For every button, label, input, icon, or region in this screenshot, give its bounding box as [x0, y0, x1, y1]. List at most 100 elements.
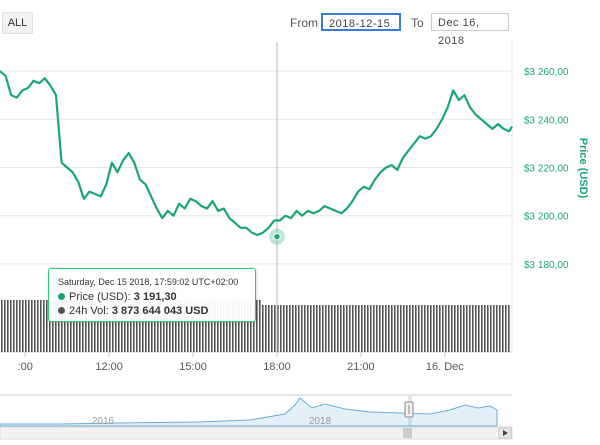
volume-bar [331, 305, 333, 352]
volume-bar [436, 305, 438, 352]
volume-bar [124, 300, 126, 352]
x-tick-label: 18:00 [263, 361, 291, 373]
volume-bar [301, 305, 303, 352]
volume-bar [169, 300, 171, 352]
volume-bar [76, 300, 78, 352]
from-date-input[interactable]: 2018-12-15 [321, 13, 401, 31]
volume-bar [466, 305, 468, 352]
volume-bar [85, 300, 87, 352]
volume-bar [181, 300, 183, 352]
volume-bar [199, 300, 201, 352]
volume-bar [190, 300, 192, 352]
volume-bar [484, 305, 486, 352]
volume-bar [487, 305, 489, 352]
volume-bar [424, 305, 426, 352]
volume-bar [388, 305, 390, 352]
volume-bar [391, 305, 393, 352]
volume-bar [385, 305, 387, 352]
volume-bar [454, 305, 456, 352]
volume-bar [448, 305, 450, 352]
volume-bar [220, 300, 222, 352]
volume-bar [37, 300, 39, 352]
volume-bar [247, 300, 249, 352]
volume-bar [223, 300, 225, 352]
volume-bar [148, 300, 150, 352]
volume-bar [316, 305, 318, 352]
x-tick-label: 15:00 [179, 361, 207, 373]
volume-bar [211, 300, 213, 352]
volume-bar [460, 305, 462, 352]
volume-bar [268, 305, 270, 352]
scrollbar-thumb[interactable] [403, 428, 412, 438]
volume-bar [100, 300, 102, 352]
volume-bar [469, 305, 471, 352]
volume-bar [256, 300, 258, 352]
volume-bar [46, 300, 48, 352]
volume-bar [121, 300, 123, 352]
volume-bar [355, 305, 357, 352]
volume-bar [226, 300, 228, 352]
volume-bar [286, 305, 288, 352]
zoom-all-button[interactable]: ALL [2, 12, 33, 34]
y-axis-title: Price (USD) [577, 138, 589, 199]
volume-bar [19, 300, 21, 352]
navigator-year-label: 2016 [92, 416, 115, 427]
volume-bar [490, 305, 492, 352]
volume-bar [418, 305, 420, 352]
volume-bar [349, 305, 351, 352]
volume-bar [415, 305, 417, 352]
volume-bar [139, 300, 141, 352]
scrollbar-track[interactable] [0, 426, 513, 440]
volume-bar [334, 305, 336, 352]
y-tick-label: $3 180,00 [524, 260, 569, 271]
volume-bar [193, 300, 195, 352]
volume-bar [253, 300, 255, 352]
x-tick-label: 16. Dec [426, 361, 464, 373]
volume-bar [154, 300, 156, 352]
volume-bar [91, 300, 93, 352]
navigator-year-label: 2018 [309, 416, 332, 427]
navigator-labels: 2016 2018 [92, 416, 332, 427]
volume-bar [280, 305, 282, 352]
volume-bar [142, 300, 144, 352]
volume-bar [325, 305, 327, 352]
volume-bar [292, 305, 294, 352]
volume-bar [481, 305, 483, 352]
volume-bar [187, 300, 189, 352]
volume-bar [34, 300, 36, 352]
volume-bar [202, 300, 204, 352]
volume-bar [232, 300, 234, 352]
volume-bar [229, 300, 231, 352]
volume-bar [376, 305, 378, 352]
volume-bar [217, 300, 219, 352]
y-axis-ticks: $3 180,00 $3 200,00 $3 220,00 $3 240,00 $3 2… [524, 67, 569, 271]
volume-bar [127, 300, 129, 352]
volume-bar [214, 300, 216, 352]
volume-bar [274, 305, 276, 352]
volume-bar [412, 305, 414, 352]
tooltip-price-row: Price (USD): 3 191,30 [58, 291, 177, 303]
volume-bar [157, 300, 159, 352]
y-tick-label: $3 200,00 [524, 212, 569, 223]
navigator-area [0, 397, 498, 427]
volume-bar [475, 305, 477, 352]
volume-bar [7, 300, 9, 352]
x-axis-ticks: :00 12:00 15:00 18:00 21:00 16. Dec [18, 352, 464, 373]
volume-bar [55, 300, 57, 352]
tooltip-volume-label: 24h Vol: [69, 305, 109, 317]
volume-bar [313, 305, 315, 352]
to-date-input[interactable]: Dec 16, 2018 [431, 13, 509, 47]
volume-bar [310, 305, 312, 352]
volume-bar [103, 300, 105, 352]
volume-bar [283, 305, 285, 352]
volume-bar [196, 300, 198, 352]
volume-bar [43, 300, 45, 352]
volume-bar [115, 300, 117, 352]
volume-bar [403, 305, 405, 352]
volume-bar [145, 300, 147, 352]
hover-marker [273, 232, 281, 241]
volume-bar [298, 305, 300, 352]
volume-bar [289, 305, 291, 352]
volume-bar [205, 300, 207, 352]
